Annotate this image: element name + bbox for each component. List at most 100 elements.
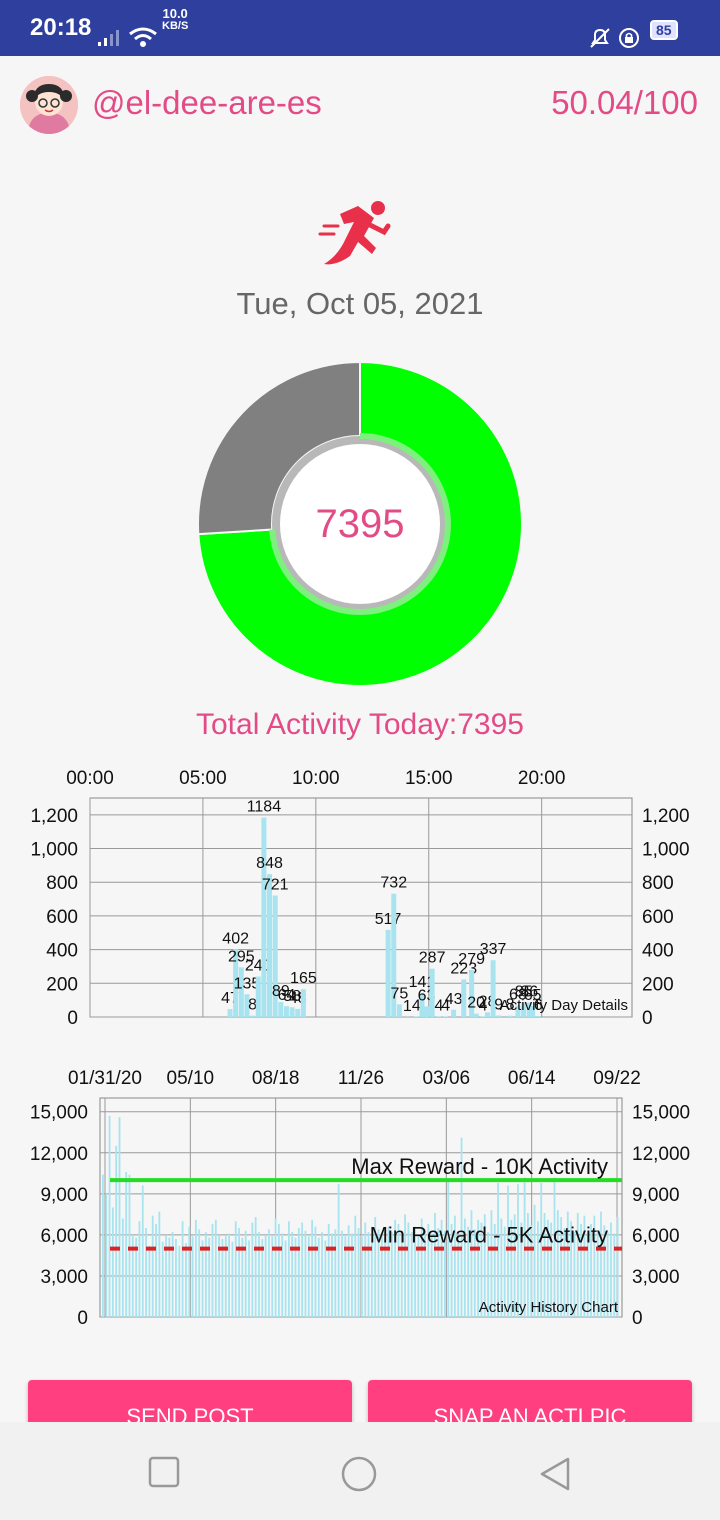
history-bar <box>327 1223 330 1317</box>
bar-value-label: 287 <box>419 950 446 967</box>
activity-bar <box>521 1002 527 1017</box>
history-bar <box>244 1230 247 1317</box>
y-tick-label-left: 3,000 <box>40 1267 88 1288</box>
history-bar <box>460 1137 463 1317</box>
limit-line-label: Max Reward - 10K Activity <box>351 1154 608 1179</box>
activity-bar <box>530 1006 536 1017</box>
recents-icon[interactable] <box>148 1456 180 1488</box>
network-speed-unit: KB/S <box>162 20 189 32</box>
history-bar <box>125 1171 128 1317</box>
bar-value-label: 86 <box>520 984 538 1001</box>
history-bar <box>517 1184 519 1317</box>
history-bar <box>400 1230 403 1317</box>
history-bar <box>151 1215 154 1317</box>
activity-bar <box>484 1012 490 1017</box>
y-tick-label-right: 1,000 <box>642 840 690 861</box>
y-tick-label-right: 6,000 <box>632 1226 680 1247</box>
history-bar <box>520 1222 523 1317</box>
x-tick-label-top: 00:00 <box>66 768 114 789</box>
history-bar <box>271 1236 274 1317</box>
activity-bar <box>429 968 435 1017</box>
y-tick-label-left: 6,000 <box>40 1226 88 1247</box>
bar-value-label: 9 <box>494 996 503 1013</box>
signal-icon <box>98 30 119 46</box>
history-bar <box>387 1226 390 1317</box>
history-bar <box>204 1232 207 1317</box>
history-bar <box>208 1237 211 1317</box>
history-bar <box>430 1233 433 1317</box>
y-tick-label-left: 0 <box>67 1008 78 1029</box>
history-bar <box>394 1219 397 1317</box>
history-bar <box>115 1145 118 1317</box>
history-bar <box>357 1228 360 1317</box>
activity-bar <box>261 817 267 1017</box>
history-bar <box>311 1219 314 1317</box>
history-bar <box>218 1234 221 1317</box>
history-bar <box>507 1185 509 1317</box>
history-bar <box>420 1218 423 1317</box>
bar-value-label: 75 <box>390 985 408 1002</box>
history-bar <box>361 1234 363 1317</box>
x-tick-label-top: 05:00 <box>179 768 227 789</box>
history-bar <box>331 1233 333 1317</box>
history-bar <box>324 1240 327 1317</box>
activity-bar <box>526 1002 532 1017</box>
history-bar <box>580 1223 582 1317</box>
navigation-bar <box>0 1422 720 1520</box>
history-bar <box>334 1229 337 1317</box>
history-bar <box>546 1219 549 1317</box>
history-bar <box>480 1222 483 1317</box>
plot-frame <box>89 797 633 1018</box>
donut-inner-progress <box>269 433 451 615</box>
back-icon[interactable] <box>538 1456 572 1492</box>
activity-day-chart: 0 0 200 200 400 400 600 600 800 800 1,000 1,000 1,20… <box>30 768 690 1029</box>
history-bar <box>198 1229 201 1317</box>
history-bar <box>573 1232 576 1317</box>
y-tick-label-right: 15,000 <box>632 1103 690 1124</box>
y-tick-label-right: 0 <box>632 1308 643 1329</box>
history-bar <box>221 1238 224 1317</box>
history-bar <box>503 1226 506 1317</box>
activity-bar <box>490 960 496 1017</box>
history-bar <box>175 1238 177 1317</box>
network-speed: 10.0 KB/S <box>162 7 189 32</box>
activity-bar <box>535 1015 541 1017</box>
status-time: 20:18 <box>30 14 92 41</box>
activity-history-chart: 0 0 3,000 3,000 6,000 6,000 9,000 9,000 12,000 12… <box>30 1068 690 1329</box>
history-bar <box>553 1177 556 1317</box>
history-bar <box>370 1237 373 1317</box>
history-bar <box>556 1210 559 1317</box>
history-bar <box>390 1232 393 1317</box>
y-tick-label-right: 800 <box>642 873 674 894</box>
history-bar <box>510 1219 513 1317</box>
donut-center <box>280 444 440 604</box>
history-bar <box>483 1214 486 1317</box>
username[interactable]: @el-dee-are-es <box>92 84 322 121</box>
history-bar <box>108 1115 111 1317</box>
history-bar <box>211 1223 214 1317</box>
avatar[interactable] <box>20 76 78 134</box>
activity-bar <box>443 1016 449 1017</box>
history-bar <box>111 1207 114 1317</box>
history-bar <box>128 1174 131 1317</box>
history-bar <box>337 1184 340 1317</box>
activity-bar <box>496 1015 502 1017</box>
history-bar <box>268 1229 270 1317</box>
history-bar <box>603 1225 606 1317</box>
history-bar <box>304 1230 307 1317</box>
history-bar <box>364 1222 367 1317</box>
history-bar <box>463 1218 466 1317</box>
history-bar <box>294 1237 297 1317</box>
y-tick-label-right: 200 <box>642 974 674 995</box>
history-bar <box>297 1228 300 1317</box>
home-icon[interactable] <box>340 1456 378 1494</box>
y-tick-label-left: 800 <box>46 873 78 894</box>
history-bar <box>168 1237 171 1317</box>
bar-value-label: 337 <box>480 941 507 958</box>
status-bar: 20:18 10.0 KB/S 85 <box>0 0 720 56</box>
bar-value-label: 58 <box>283 988 301 1005</box>
activity-bar <box>300 989 306 1017</box>
history-bar <box>105 1193 108 1317</box>
battery-indicator: 85 <box>650 20 678 40</box>
x-tick-label-top: 08/18 <box>252 1068 300 1089</box>
